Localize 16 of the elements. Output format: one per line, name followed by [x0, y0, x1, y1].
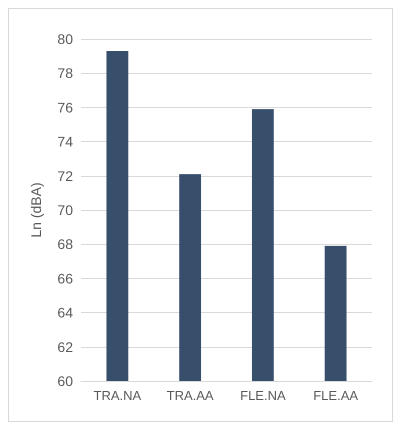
y-tick-label: 64 — [57, 304, 74, 321]
y-tick-label: 66 — [57, 270, 74, 286]
y-tick-label: 70 — [57, 202, 74, 218]
x-tick-label: FLE.AA — [313, 388, 358, 403]
y-tick-label: 60 — [57, 373, 74, 389]
y-tick-label: 74 — [57, 134, 74, 150]
y-tick-label: 72 — [57, 168, 74, 184]
y-axis-title: Ln (dBA) — [28, 182, 44, 238]
y-tick-label: 62 — [57, 338, 74, 355]
y-tick-label: 78 — [57, 65, 74, 82]
y-tick-label: 68 — [57, 236, 74, 252]
y-tick-label: 76 — [57, 99, 74, 116]
x-tick-label: TRA.AA — [166, 388, 214, 403]
x-tick-label: FLE.NA — [240, 388, 286, 403]
y-tick-label: 80 — [57, 31, 74, 47]
x-tick-label: TRA.NA — [94, 388, 142, 403]
